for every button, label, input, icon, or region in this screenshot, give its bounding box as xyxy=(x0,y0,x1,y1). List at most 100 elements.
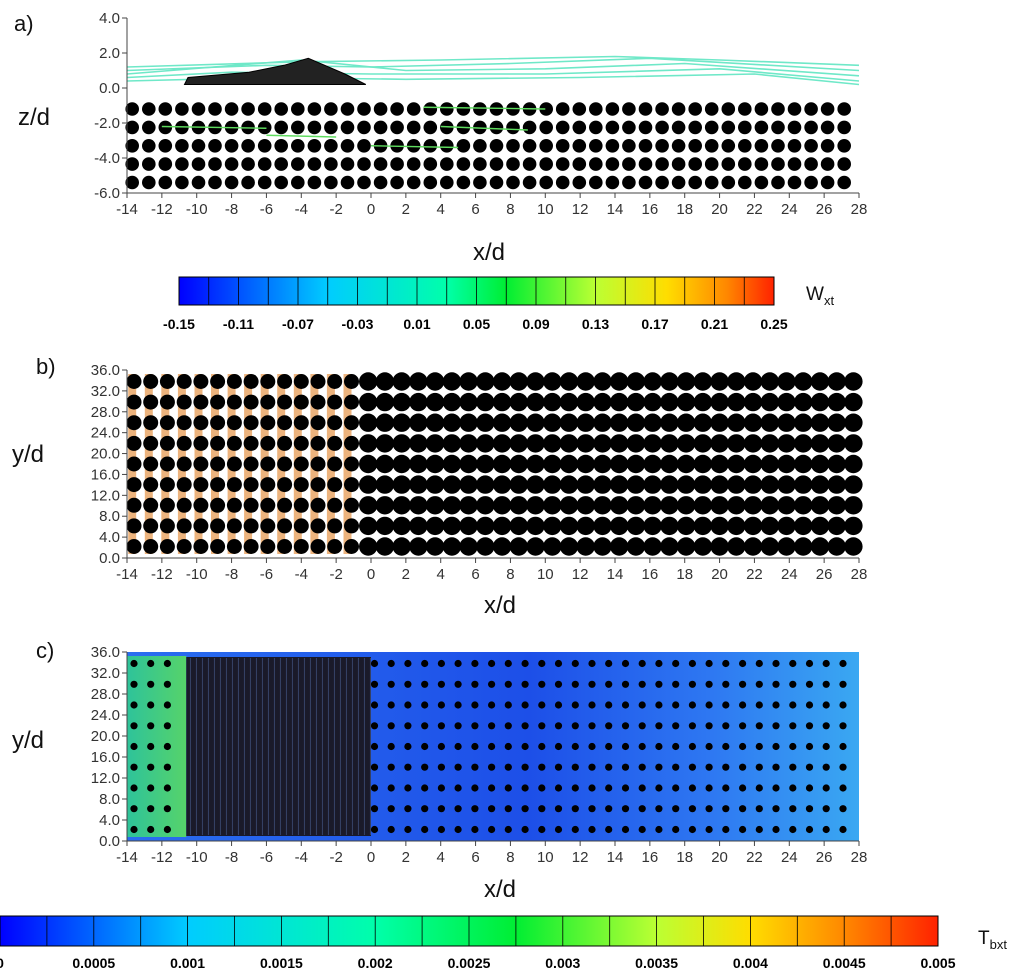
sphere-dot xyxy=(521,763,529,771)
sphere-dot xyxy=(588,805,596,813)
sphere-dot xyxy=(789,805,797,813)
sphere xyxy=(277,435,293,451)
y-tick-label: 24.0 xyxy=(91,425,120,442)
sphere xyxy=(721,157,736,171)
sphere xyxy=(506,157,520,171)
sphere xyxy=(721,120,736,135)
sphere-dot xyxy=(805,701,814,709)
sphere xyxy=(605,120,620,135)
sphere xyxy=(777,392,796,412)
x-tick-label: -2 xyxy=(329,849,342,866)
sphere-dot xyxy=(571,805,579,813)
x-tick-label: -6 xyxy=(260,201,273,218)
sphere xyxy=(277,394,293,410)
x-tick-label: 14 xyxy=(607,566,624,583)
sphere-dot xyxy=(605,784,613,792)
sphere-dot xyxy=(739,763,747,771)
sphere xyxy=(844,454,863,474)
sphere-dot xyxy=(705,742,713,751)
sphere-dot xyxy=(421,825,429,834)
sphere-dot xyxy=(621,701,630,709)
sphere xyxy=(539,102,553,116)
sphere-dot xyxy=(705,722,713,730)
sphere xyxy=(810,516,830,536)
y-tick-label: 32.0 xyxy=(91,665,120,682)
sphere xyxy=(476,413,495,432)
sphere xyxy=(589,157,603,171)
x-tick-label: -6 xyxy=(260,566,273,583)
x-tick-label: 28 xyxy=(851,566,868,583)
sphere-dot xyxy=(588,763,596,771)
sphere xyxy=(307,102,322,116)
sphere xyxy=(593,454,612,474)
x-tick-label: -10 xyxy=(186,201,208,218)
sphere-dot xyxy=(588,784,596,792)
colorbar-tick-label: -0.07 xyxy=(282,316,314,332)
sphere xyxy=(344,477,359,493)
sphere xyxy=(710,413,729,432)
sphere-dot xyxy=(571,701,579,709)
sphere xyxy=(660,537,679,556)
sphere xyxy=(375,434,395,453)
sphere xyxy=(704,175,719,190)
sphere xyxy=(827,475,846,494)
sphere-dot xyxy=(605,680,613,688)
sphere xyxy=(440,102,454,116)
sphere xyxy=(738,157,752,171)
sphere xyxy=(638,102,653,116)
sphere xyxy=(610,475,629,494)
sphere-dot xyxy=(672,784,680,792)
sphere xyxy=(125,157,139,171)
sphere-dot xyxy=(588,742,596,751)
sphere xyxy=(626,392,646,412)
colorbar-tick-label: 0.0015 xyxy=(260,955,303,971)
sphere-dot xyxy=(437,825,445,834)
x-tick-label: -2 xyxy=(329,201,342,218)
x-tick-label: 8 xyxy=(506,566,514,583)
sphere xyxy=(476,392,495,412)
sphere xyxy=(610,413,629,432)
sphere-dot xyxy=(163,784,171,792)
sphere-dot xyxy=(772,701,780,709)
sphere xyxy=(771,175,785,190)
sphere-dot xyxy=(655,805,663,813)
sphere-dot xyxy=(504,763,512,771)
sphere xyxy=(425,537,445,556)
sphere xyxy=(638,157,653,171)
sphere-dot xyxy=(370,805,379,813)
sphere xyxy=(676,454,696,474)
sphere xyxy=(158,157,173,171)
sphere xyxy=(224,139,239,153)
sphere-dot xyxy=(772,784,780,792)
sphere xyxy=(158,175,173,190)
sphere xyxy=(760,413,779,432)
sphere xyxy=(327,518,343,534)
sphere xyxy=(777,434,796,453)
sphere xyxy=(409,392,428,412)
sphere xyxy=(175,139,189,153)
sphere xyxy=(539,139,553,153)
sphere xyxy=(423,139,438,153)
sphere xyxy=(804,139,818,153)
sphere xyxy=(373,175,388,190)
sphere-dot xyxy=(655,722,663,730)
x-tick-label: 24 xyxy=(781,201,798,218)
sphere xyxy=(810,475,830,494)
sphere xyxy=(509,475,528,494)
sphere xyxy=(143,415,159,431)
sphere xyxy=(794,372,813,391)
sphere-dot xyxy=(471,763,479,771)
sphere xyxy=(492,434,512,453)
sphere xyxy=(257,157,272,171)
sphere xyxy=(307,175,322,190)
sphere-dot xyxy=(772,742,780,751)
sphere xyxy=(693,413,712,432)
sphere xyxy=(260,374,276,389)
sphere-dot xyxy=(404,701,412,709)
sphere xyxy=(243,477,259,493)
sphere xyxy=(727,537,746,556)
colorbar-tick-label: 0 xyxy=(0,955,4,971)
sphere-dot xyxy=(130,680,138,688)
sphere-dot xyxy=(722,805,730,813)
sphere xyxy=(787,139,802,153)
